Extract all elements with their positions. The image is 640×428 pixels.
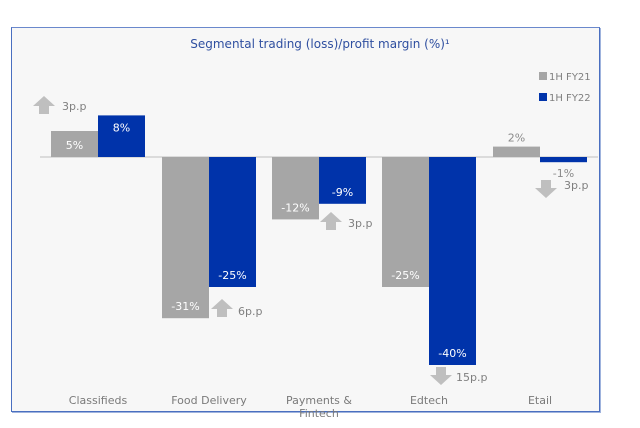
arrow-down-icon [430, 367, 452, 385]
category-label: Fintech [299, 407, 339, 420]
chart-frame [11, 27, 600, 412]
data-label: -40% [438, 347, 466, 360]
category-label: Etail [528, 394, 552, 407]
arrow-down-shape [535, 180, 557, 198]
data-label: 8% [113, 121, 130, 134]
delta-label: 3p.p [348, 217, 372, 230]
bar-fy21 [382, 157, 429, 287]
data-label: -12% [281, 201, 309, 214]
delta-label: 15p.p [456, 371, 487, 384]
category-label: Edtech [410, 394, 448, 407]
legend-label: 1H FY21 [549, 72, 591, 83]
arrow-down-icon [535, 180, 557, 198]
bar-fy21 [272, 157, 319, 220]
delta-label: 3p.p [62, 100, 86, 113]
bar-fy22 [98, 115, 145, 157]
arrow-up-shape [320, 212, 342, 230]
arrow-up-icon [33, 96, 55, 114]
bar-fy21 [162, 157, 209, 319]
arrow-up-shape [211, 299, 233, 317]
bar-fy22 [540, 157, 587, 163]
arrow-up-icon [320, 212, 342, 230]
bar-fy21 [51, 131, 98, 157]
arrow-up-icon [211, 299, 233, 317]
legend-swatch [539, 72, 547, 80]
data-label: -31% [171, 300, 199, 313]
legend-label: 1H FY22 [549, 93, 591, 104]
data-label: 2% [508, 132, 525, 145]
data-label: 5% [66, 139, 83, 152]
legend-swatch [539, 93, 547, 101]
data-label: -25% [218, 269, 246, 282]
category-label: Payments & [286, 394, 352, 407]
arrow-up-shape [33, 96, 55, 114]
legend: 1H FY21 1H FY22 [539, 72, 591, 104]
data-label: -1% [553, 167, 574, 180]
arrow-down-shape [430, 367, 452, 385]
delta-label: 3p.p [564, 179, 588, 192]
category-label: Classifieds [69, 394, 128, 407]
category-label: Food Delivery [171, 394, 247, 407]
delta-label: 6p.p [238, 305, 262, 318]
bar-fy22 [209, 157, 256, 287]
data-label: -9% [332, 186, 353, 199]
chart-title: Segmental trading (loss)/profit margin (… [190, 37, 450, 51]
bar-fy21 [493, 146, 540, 157]
data-label: -25% [391, 269, 419, 282]
bar-fy22 [429, 157, 476, 365]
bar-fy22 [319, 157, 366, 204]
